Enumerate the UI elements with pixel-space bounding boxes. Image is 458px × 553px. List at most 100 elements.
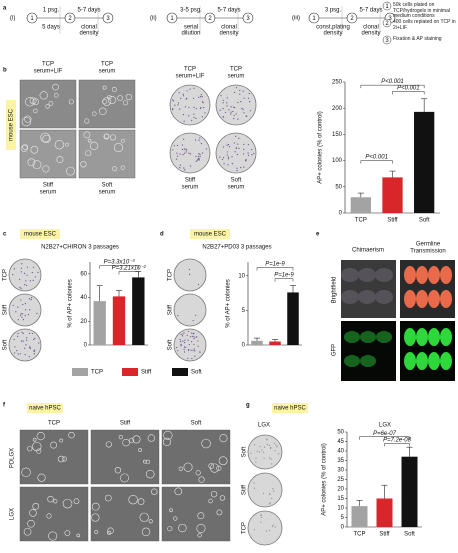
pup xyxy=(440,290,452,308)
cell xyxy=(109,134,116,141)
colony xyxy=(31,332,33,335)
cell xyxy=(50,441,58,449)
bar xyxy=(376,498,393,527)
colony xyxy=(187,357,189,359)
colony xyxy=(32,279,34,282)
pup xyxy=(358,290,376,304)
bar xyxy=(350,197,371,213)
step-bottom: clonal xyxy=(363,25,379,31)
colony xyxy=(183,148,185,150)
colony xyxy=(13,268,15,270)
colony xyxy=(192,333,194,335)
dish-title: LGX xyxy=(258,423,270,429)
colony xyxy=(37,271,39,273)
colony xyxy=(22,340,24,342)
colony xyxy=(33,353,36,355)
bar xyxy=(132,277,145,345)
colony xyxy=(38,342,40,344)
y-tick-label: 15 xyxy=(337,496,344,502)
colony xyxy=(24,284,26,286)
colony xyxy=(177,350,179,352)
cell xyxy=(32,437,37,442)
colony xyxy=(272,488,274,490)
y-tick-label: 45 xyxy=(337,439,344,445)
colony xyxy=(273,442,275,444)
cell xyxy=(122,438,130,447)
colony xyxy=(31,271,33,274)
dish-label: Stiff xyxy=(3,305,9,316)
colony xyxy=(191,119,193,121)
cell xyxy=(103,133,110,140)
colony xyxy=(232,110,234,113)
y-tick-label: 100 xyxy=(332,158,343,164)
colony xyxy=(205,148,207,150)
colony xyxy=(198,139,200,141)
colony xyxy=(250,452,252,454)
cell xyxy=(20,144,28,152)
colony xyxy=(193,343,195,345)
colony xyxy=(188,343,190,346)
cell xyxy=(42,134,51,144)
colony xyxy=(270,446,272,449)
colony xyxy=(232,106,235,108)
colony xyxy=(195,336,197,338)
step-circle xyxy=(64,12,76,24)
colony xyxy=(253,487,256,489)
panel-letter: f xyxy=(3,403,6,409)
cell xyxy=(73,498,80,505)
cell xyxy=(32,160,42,170)
condition-label: TCP xyxy=(184,67,196,73)
colony xyxy=(266,438,268,440)
gfp xyxy=(428,352,440,370)
micrograph xyxy=(161,429,231,485)
step-bottom: density xyxy=(361,31,380,37)
tag-bg xyxy=(20,229,60,239)
cell xyxy=(80,161,87,168)
dish xyxy=(173,258,207,292)
gfp xyxy=(360,355,376,367)
step-number: 2 xyxy=(68,16,72,22)
colony xyxy=(230,113,232,115)
colony xyxy=(27,314,30,316)
colony xyxy=(179,108,181,110)
step-bottom: clonal xyxy=(81,25,97,31)
cell xyxy=(48,101,54,106)
colony xyxy=(222,108,224,110)
colony xyxy=(194,350,196,352)
colony xyxy=(236,169,238,172)
cell xyxy=(208,498,213,504)
colony xyxy=(263,457,265,459)
x-tick-label: Soft xyxy=(404,532,415,538)
colony xyxy=(226,97,229,99)
cell xyxy=(216,509,223,516)
colony xyxy=(19,314,22,316)
cell xyxy=(25,97,35,107)
colony xyxy=(191,332,193,334)
legend-item: 50k cells plated on TCP/hydrogels in min… xyxy=(393,2,450,20)
colony xyxy=(29,348,31,350)
colony xyxy=(269,493,271,496)
x-tick-label: Stiff xyxy=(379,532,390,538)
cell xyxy=(87,138,92,143)
gfp xyxy=(404,352,416,370)
legend-item: 400 cells replated on TCP in 2i+LIF xyxy=(393,19,456,31)
colony xyxy=(271,463,273,465)
colony xyxy=(247,154,250,156)
cell xyxy=(201,438,211,449)
cell xyxy=(219,434,228,443)
pup xyxy=(341,268,359,282)
step-number: 3 xyxy=(385,38,389,44)
step-bottom: dilution xyxy=(181,31,200,37)
colony xyxy=(240,167,242,169)
colony xyxy=(197,283,200,286)
y-tick-label: 10 xyxy=(337,506,344,512)
colony xyxy=(193,106,195,108)
colony xyxy=(243,148,245,150)
pup xyxy=(341,290,359,304)
condition-label: TCP xyxy=(42,62,54,68)
y-tick-label: 50 xyxy=(335,184,342,190)
cell xyxy=(29,97,37,105)
colony xyxy=(204,112,206,114)
colony xyxy=(195,314,197,316)
step-circle xyxy=(102,12,114,24)
